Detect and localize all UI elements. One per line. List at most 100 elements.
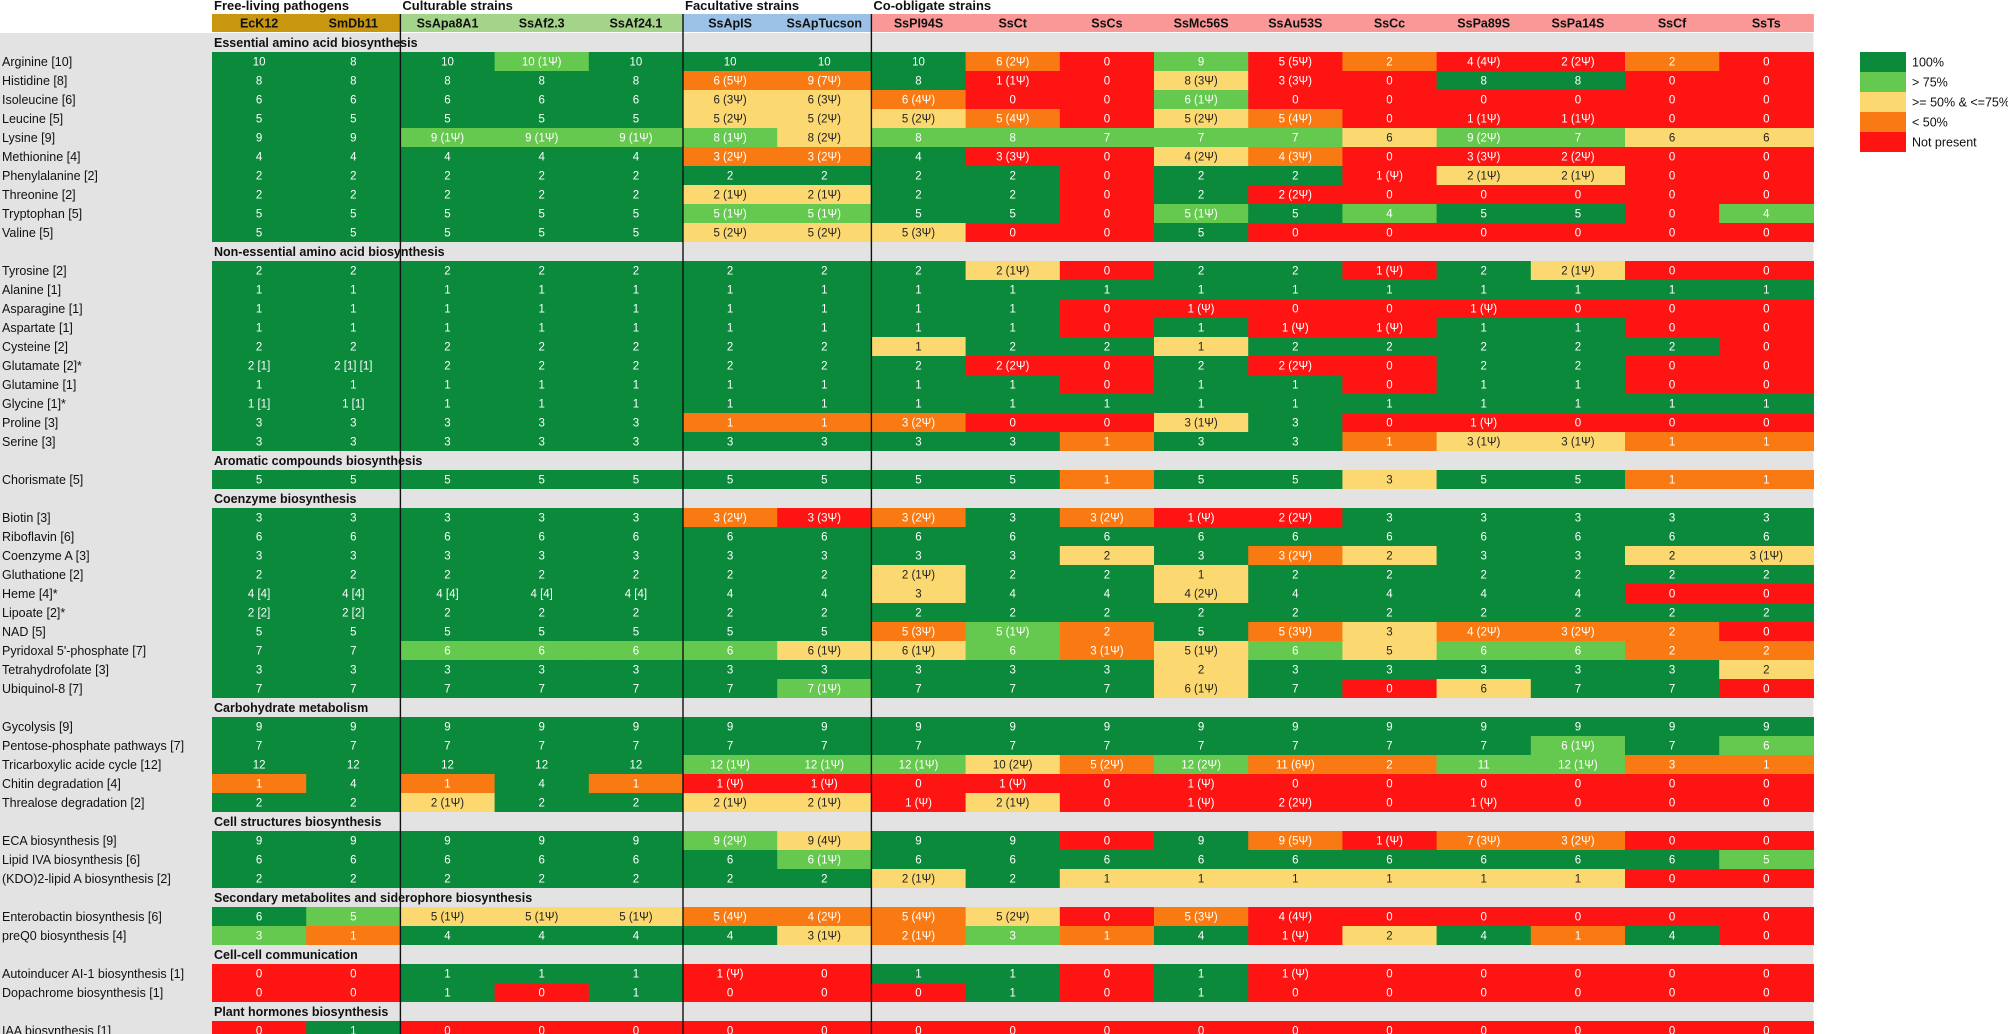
heatmap-cell [1342, 964, 1438, 984]
heatmap-cell [1342, 907, 1438, 927]
cell-value: 6 (1Ψ) [902, 646, 935, 658]
heatmap-cell [777, 755, 872, 775]
cell-value: 5 (3Ψ) [1184, 912, 1217, 924]
cell-value: 0 [1763, 1026, 1769, 1034]
cell-value: 5 [538, 114, 544, 126]
heatmap-cell [494, 546, 590, 566]
cell-value: 1 [350, 1026, 356, 1034]
heatmap-cell [871, 109, 967, 129]
heatmap-cell [1059, 983, 1155, 1003]
strain-header-bg [212, 14, 307, 32]
cell-value: 2 (1Ψ) [996, 798, 1029, 810]
heatmap-cell [1059, 717, 1155, 737]
heatmap-cell [400, 964, 496, 984]
heatmap-cell [1436, 185, 1532, 205]
cell-value: 2 [538, 798, 544, 810]
cell-value: 1 [1480, 399, 1486, 411]
heatmap-cell [306, 375, 401, 395]
heatmap-cell [965, 736, 1061, 756]
row-label: Pentose-phosphate pathways [7] [2, 739, 184, 753]
heatmap-cell [683, 869, 778, 889]
cell-value: 2 [1480, 570, 1486, 582]
heatmap-cell [1248, 109, 1343, 129]
heatmap-cell [494, 869, 590, 889]
heatmap-cell [306, 128, 401, 148]
legend-swatch [1860, 132, 1906, 152]
cell-value: 6 [727, 646, 733, 658]
heatmap-cell [494, 166, 590, 186]
cell-value: 5 [633, 627, 639, 639]
heatmap-cell [1248, 850, 1343, 870]
cell-value: 4 [1386, 589, 1393, 601]
cell-value: 9 [444, 836, 450, 848]
cell-value: 5 [350, 475, 356, 487]
cell-value: 3 [538, 437, 544, 449]
cell-value: 0 [256, 969, 262, 981]
cell-value: 8 [915, 133, 921, 145]
cell-value: 0 [1763, 684, 1769, 696]
cell-value: 3 (2Ψ) [902, 418, 935, 430]
row-label: Glutamine [1] [2, 378, 76, 392]
heatmap-cell [1719, 565, 1814, 585]
cell-value: 2 [1104, 342, 1110, 354]
heatmap-cell [1530, 907, 1626, 927]
cell-value: 1 [821, 304, 827, 316]
heatmap-cell [1530, 660, 1626, 680]
cell-value: 2 [1575, 361, 1581, 373]
heatmap-cell [306, 356, 401, 376]
cell-value: 1 (Ψ) [1282, 969, 1309, 981]
cell-value: 3 [915, 551, 921, 563]
heatmap-cell [212, 223, 307, 243]
cell-value: 3 [727, 665, 733, 677]
cell-value: 1 [727, 399, 733, 411]
heatmap-cell [494, 375, 590, 395]
heatmap-cell [1342, 52, 1438, 72]
heatmap-cell [777, 128, 872, 148]
row-label-bg [0, 793, 212, 812]
heatmap-cell [1059, 71, 1155, 91]
heatmap-cell [777, 831, 872, 851]
cell-value: 1 [1009, 323, 1015, 335]
cell-value: 2 [727, 874, 733, 886]
cell-value: 1 [915, 380, 921, 392]
heatmap-cell [871, 755, 967, 775]
cell-value: 3 [915, 589, 921, 601]
cell-value: 1 [1198, 988, 1204, 1000]
cell-value: 10 [818, 57, 831, 69]
cell-value: 2 [538, 266, 544, 278]
heatmap-cell [1154, 755, 1249, 775]
cell-value: 2 [821, 874, 827, 886]
cell-value: 1 [444, 323, 450, 335]
heatmap-cell [588, 565, 684, 585]
cell-value: 0 [1292, 1026, 1298, 1034]
heatmap-cell [1719, 413, 1814, 433]
cell-value: 7 [350, 646, 356, 658]
heatmap-cell [1719, 508, 1814, 528]
row-label: Gluthatione [2] [2, 568, 83, 582]
cell-value: 0 [1669, 323, 1675, 335]
cell-value: 2 [1198, 190, 1204, 202]
heatmap-cell [1436, 223, 1532, 243]
heatmap-cell [1342, 546, 1438, 566]
cell-value: 1 (Ψ) [1470, 798, 1497, 810]
cell-value: 3 (2Ψ) [1561, 627, 1594, 639]
heatmap-cell [683, 603, 778, 623]
heatmap-cell [1625, 204, 1720, 224]
heatmap-cell [1342, 337, 1438, 357]
cell-value: 0 [1763, 114, 1769, 126]
cell-value: 0 [1386, 779, 1392, 791]
heatmap-cell [588, 584, 684, 604]
heatmap-cell [965, 299, 1061, 319]
heatmap-cell [1342, 831, 1438, 851]
cell-value: 7 [538, 684, 544, 696]
group-label-1: Culturable strains [402, 0, 513, 13]
cell-value: 2 [915, 608, 921, 620]
cell-value: 2 [1198, 171, 1204, 183]
row-label-bg [0, 299, 212, 318]
cell-value: 0 [444, 1026, 450, 1034]
heatmap-cell [1154, 432, 1249, 452]
legend-swatch [1860, 72, 1906, 92]
cell-value: 0 [1669, 589, 1675, 601]
cell-value: 9 [1763, 722, 1769, 734]
cell-value: 2 [1386, 342, 1392, 354]
